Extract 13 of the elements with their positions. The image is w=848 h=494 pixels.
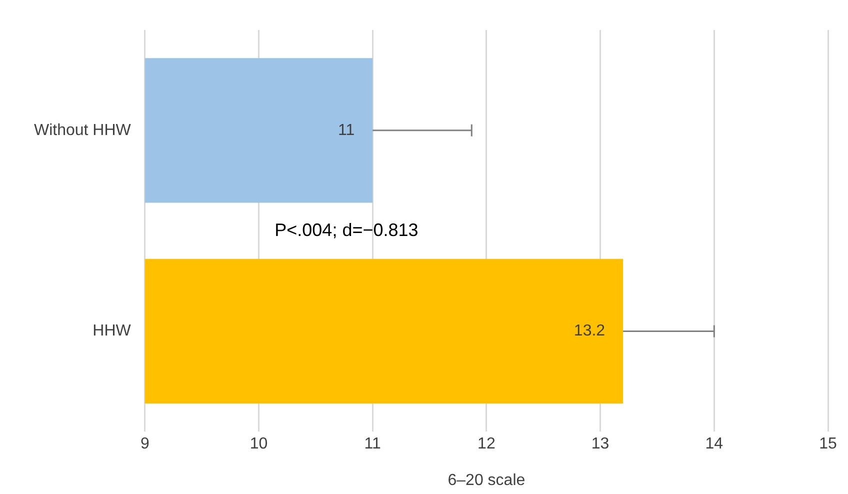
y-tick-label: Without HHW: [34, 122, 132, 139]
x-tick-label: 10: [250, 436, 268, 453]
x-tick-label: 14: [705, 436, 724, 453]
x-tick-label: 12: [478, 436, 496, 453]
x-tick-label: 11: [364, 436, 382, 453]
data-label: 13.2: [574, 322, 606, 340]
x-tick-label: 13: [591, 436, 610, 453]
y-tick-label: HHW: [92, 322, 132, 340]
x-tick-label: 9: [140, 436, 150, 453]
x-tick-label: 15: [819, 436, 837, 453]
data-label: 11: [338, 122, 355, 139]
x-axis-title: 6–20 scale: [448, 472, 526, 489]
annotation: P<.004; d=−0.813: [274, 220, 418, 240]
